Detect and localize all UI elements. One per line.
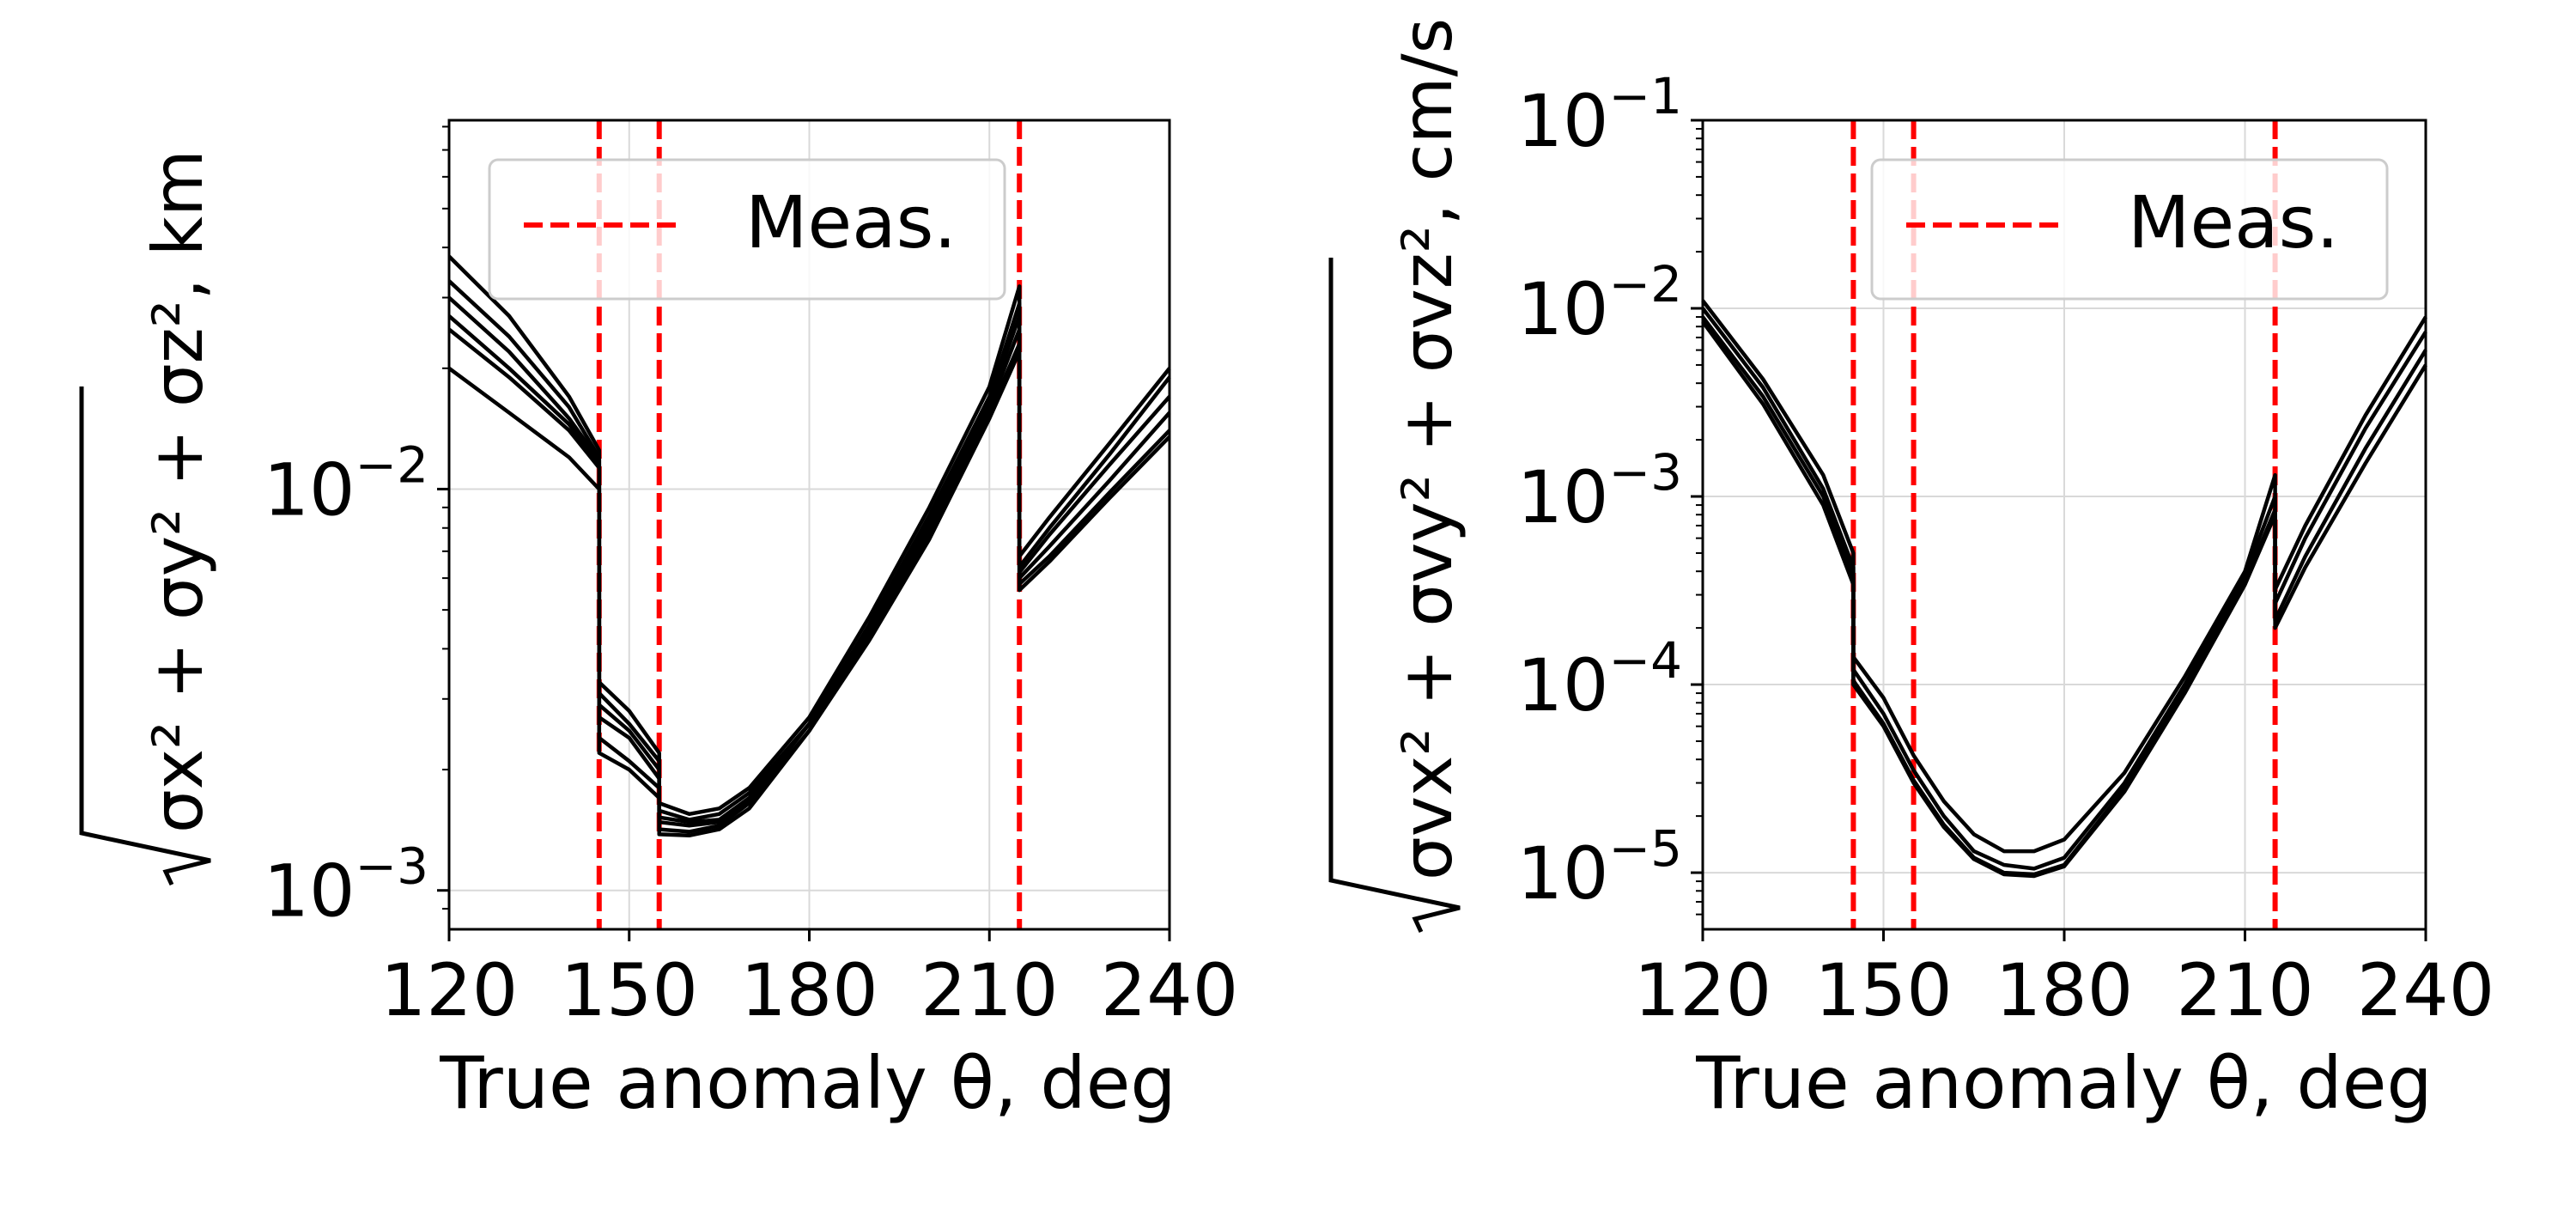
right-chart: 120 150 180 210 240 10−5 10−4 10−3 10−2 10−1 Meas…	[1328, 18, 2494, 1125]
legend-box	[1870, 158, 2389, 301]
y-tick-label: 10−2	[264, 435, 428, 532]
x-tick-label: 210	[920, 948, 1058, 1032]
series-line-run-6	[447, 350, 1171, 838]
y-tick-label: 10−1	[1517, 67, 1682, 163]
x-tick-label: 120	[1634, 948, 1771, 1032]
legend: Meas.	[1870, 158, 2389, 301]
x-axis-label: True anomaly θ, deg	[439, 1041, 1176, 1125]
y-label-unit: , km	[138, 149, 218, 300]
svg-text:σvx² + σvy² + σvz², cm/s: σvx² + σvy² + σvz², cm/s	[1388, 18, 1467, 880]
y-tick-label: 10−3	[1517, 443, 1682, 539]
x-tick-label: 240	[1101, 948, 1238, 1032]
x-axis-label: True anomaly θ, deg	[1695, 1041, 2432, 1125]
radical-sign	[79, 386, 211, 886]
y-tick-label: 10−5	[1517, 819, 1682, 916]
radical-sign	[1328, 258, 1461, 934]
x-tick-label: 240	[2357, 948, 2494, 1032]
x-tick-label: 150	[1814, 948, 1952, 1032]
legend: Meas.	[488, 158, 1006, 301]
y-tick-label: 10−4	[1517, 631, 1682, 727]
y-label-radicand: σvx² + σvy² + σvz²	[1388, 225, 1467, 880]
svg-text:σx² + σy² + σz², km: σx² + σy² + σz², km	[138, 149, 218, 833]
y-axis-label: σx² + σy² + σz², km	[79, 149, 218, 886]
x-tick-label: 120	[380, 948, 518, 1032]
x-tick-label: 210	[2176, 948, 2313, 1032]
legend-box	[488, 158, 1006, 301]
left-chart: 120 150 180 210 240 10−3 10−2 Meas. True anoma…	[79, 119, 1238, 1125]
x-tick-label: 180	[740, 948, 878, 1032]
x-tick-label: 180	[1996, 948, 2133, 1032]
y-tick-label: 10−3	[264, 837, 428, 934]
y-label-unit: , cm/s	[1388, 18, 1467, 225]
y-axis-label: σvx² + σvy² + σvz², cm/s	[1328, 18, 1467, 934]
y-tick-label: 10−2	[1517, 255, 1682, 351]
x-tick-label: 150	[561, 948, 698, 1032]
y-label-radicand: σx² + σy² + σz²	[138, 300, 218, 833]
series-line-run-4	[1701, 320, 2427, 879]
legend-meas-label: Meas.	[2128, 180, 2339, 265]
legend-meas-label: Meas.	[745, 180, 957, 265]
